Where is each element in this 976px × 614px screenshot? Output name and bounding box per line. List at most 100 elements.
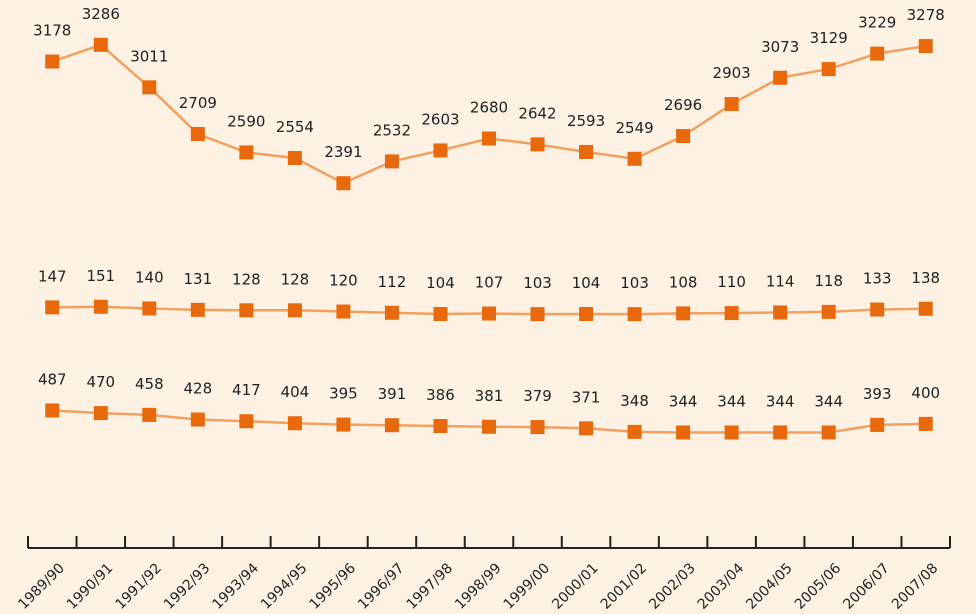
point-marker: [384, 418, 399, 433]
point-marker: [482, 306, 496, 321]
data-label: 381: [475, 387, 504, 405]
point-marker: [870, 46, 885, 61]
point-marker: [287, 303, 302, 318]
data-label: 395: [329, 385, 358, 403]
data-label: 128: [232, 270, 261, 288]
data-label: 2593: [567, 112, 605, 130]
data-label: 104: [572, 274, 601, 292]
x-tick-label: 1993/94: [210, 560, 263, 613]
point-marker: [627, 424, 642, 439]
data-label: 344: [814, 392, 843, 410]
point-marker: [821, 425, 836, 440]
data-label: 2532: [373, 121, 411, 139]
x-tick-label: 2002/03: [646, 560, 698, 612]
point-marker: [45, 403, 60, 418]
data-label: 344: [717, 392, 746, 410]
point-marker: [336, 176, 351, 191]
data-label: 458: [135, 375, 164, 393]
point-marker: [93, 406, 108, 421]
data-label: 487: [38, 370, 67, 388]
data-label: 417: [232, 381, 261, 399]
x-tick-label: 2000/01: [549, 560, 601, 612]
data-label: 2549: [615, 119, 653, 137]
point-marker: [190, 127, 205, 142]
point-marker: [676, 306, 691, 321]
point-marker: [336, 417, 351, 432]
data-label: 3229: [858, 14, 896, 32]
data-label: 3073: [761, 38, 799, 56]
data-label: 140: [135, 268, 164, 286]
point-marker: [239, 303, 254, 318]
point-marker: [336, 304, 351, 319]
data-label: 393: [863, 385, 892, 403]
x-tick-label: 1999/00: [501, 560, 553, 612]
data-label: 2642: [518, 104, 556, 122]
data-label: 2391: [324, 143, 362, 161]
data-label: 3278: [907, 6, 945, 24]
point-marker: [530, 420, 545, 435]
point-marker: [287, 150, 302, 165]
point-marker: [239, 145, 254, 160]
data-label: 112: [378, 273, 407, 291]
point-marker: [239, 414, 254, 429]
x-tick-label: 2004/05: [743, 560, 795, 612]
data-label: 128: [281, 270, 310, 288]
data-label: 151: [86, 267, 115, 285]
x-tick-label: 1994/95: [258, 560, 310, 612]
point-marker: [676, 129, 691, 144]
x-tick-label: 1989/90: [15, 560, 67, 612]
data-label: 3178: [33, 22, 71, 40]
data-label: 404: [281, 383, 310, 401]
point-marker: [433, 307, 448, 321]
point-marker: [530, 137, 545, 152]
data-label: 133: [863, 270, 892, 288]
data-label: 344: [766, 392, 795, 410]
x-tick-label: 1992/93: [161, 560, 213, 612]
data-label: 400: [911, 384, 940, 402]
point-marker: [773, 425, 788, 440]
x-tick-label: 2005/06: [792, 560, 845, 613]
data-label: 2709: [179, 94, 217, 112]
point-marker: [724, 425, 739, 440]
point-marker: [142, 407, 157, 422]
data-label: 2590: [227, 112, 265, 130]
data-label: 138: [911, 269, 940, 287]
point-marker: [676, 425, 691, 440]
data-label: 3011: [130, 47, 168, 65]
data-label: 108: [669, 273, 698, 291]
x-tick-label: 1997/98: [404, 560, 456, 612]
x-tick-label: 2006/07: [840, 560, 892, 612]
point-marker: [93, 299, 108, 314]
point-marker: [190, 412, 205, 427]
data-label: 2903: [713, 64, 751, 82]
point-marker: [45, 54, 60, 69]
data-label: 3286: [82, 5, 120, 23]
point-marker: [821, 62, 836, 77]
point-marker: [142, 80, 157, 95]
data-label: 470: [86, 373, 115, 391]
x-tick-label: 1998/99: [452, 560, 504, 612]
point-marker: [384, 305, 399, 320]
data-label: 371: [572, 388, 601, 406]
point-marker: [724, 97, 739, 112]
point-marker: [190, 302, 205, 317]
point-marker: [918, 301, 933, 316]
data-label: 104: [426, 274, 455, 292]
data-label: 120: [329, 272, 358, 290]
point-marker: [627, 151, 642, 166]
point-marker: [724, 306, 739, 321]
data-label: 131: [184, 270, 213, 288]
data-label: 147: [38, 267, 67, 285]
x-tick-label: 1991/92: [112, 560, 164, 612]
point-marker: [433, 419, 448, 433]
point-marker: [45, 300, 60, 315]
point-marker: [579, 144, 594, 159]
x-tick-label: 2001/02: [598, 560, 650, 612]
data-label: 107: [475, 274, 504, 292]
data-label: 2554: [276, 118, 314, 136]
data-label: 348: [620, 392, 649, 410]
point-marker: [821, 304, 836, 319]
point-marker: [579, 421, 594, 436]
point-marker: [579, 307, 594, 321]
data-label: 2696: [664, 96, 702, 114]
